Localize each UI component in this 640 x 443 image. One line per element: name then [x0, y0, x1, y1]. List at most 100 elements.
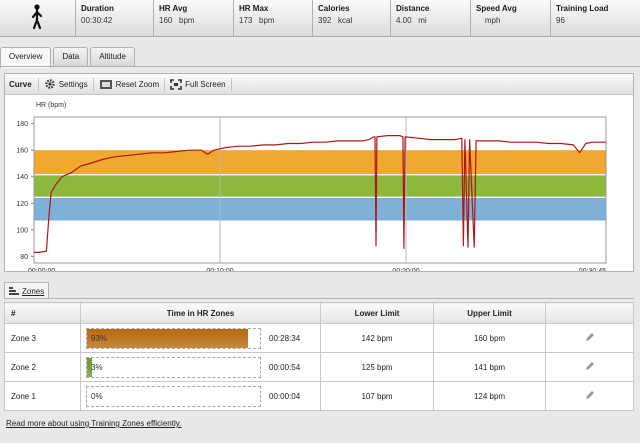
- zones-tab[interactable]: Zones: [4, 282, 50, 299]
- stat-calories: Calories 392 kcal: [313, 0, 391, 37]
- zone-lower-limit: 107 bpm: [319, 381, 435, 411]
- col-header-time-in-zone: Time in HR Zones: [80, 302, 321, 324]
- reset-zoom-button[interactable]: Reset Zoom: [94, 77, 166, 91]
- stat-value: 00:30:42: [81, 16, 113, 25]
- stat-training-load: Training Load 96: [551, 0, 640, 37]
- stat-value: 160 bpm: [159, 16, 195, 25]
- hr-zone-band: [34, 150, 606, 175]
- zone-upper-limit: 141 bpm: [433, 352, 546, 382]
- heart-rate-chart[interactable]: HR (bpm) 80 100 120 140 160 180 00:00:00 00:10:…: [5, 95, 633, 271]
- zone-progress-bar: 3%: [86, 357, 261, 378]
- y-tick-label: 180: [16, 121, 28, 128]
- reset-zoom-label: Reset Zoom: [115, 79, 160, 89]
- gear-icon: [44, 79, 55, 89]
- x-tick-label: 00:20:00: [392, 268, 419, 271]
- full-screen-icon: [170, 78, 182, 90]
- x-tick-label: 00:30:45: [579, 268, 606, 271]
- plot-frame: [33, 116, 607, 264]
- stat-label: Training Load: [556, 4, 609, 13]
- settings-label: Settings: [58, 79, 88, 89]
- col-header-lower-limit: Lower Limit: [319, 302, 435, 324]
- zone-time-cell: 93% 00:28:34: [80, 323, 321, 353]
- zone-percent: 3%: [91, 363, 103, 372]
- sport-walking-icon: [0, 0, 76, 37]
- y-axis-label: HR (bpm): [36, 102, 66, 109]
- curve-title: Curve: [9, 77, 39, 91]
- zone-progress-bar: 0%: [86, 386, 261, 407]
- zone-time: 00:00:04: [269, 392, 301, 401]
- pencil-icon[interactable]: [585, 332, 595, 342]
- heart-rate-line: [34, 135, 606, 253]
- stat-label: Distance: [396, 4, 430, 13]
- stat-label: Calories: [318, 4, 350, 13]
- hr-zone-band: [34, 175, 606, 197]
- full-screen-button[interactable]: Full Screen: [165, 77, 232, 91]
- stats-bar: Duration 00:30:42 HR Avg 160 bpm HR Max …: [0, 0, 640, 37]
- tab-overview[interactable]: Overview: [0, 47, 52, 68]
- y-tick-label: 120: [16, 201, 28, 208]
- full-screen-label: Full Screen: [185, 79, 226, 89]
- stat-hr-max: HR Max 173 bpm: [234, 0, 313, 37]
- zone-row-1: Zone 1 0% 00:00:04 107 bpm 124 bpm: [4, 381, 634, 411]
- zones-table: # Time in HR Zones Lower Limit Upper Lim…: [4, 302, 634, 411]
- stat-label: Speed Avg: [476, 4, 517, 13]
- curve-toolbar: Curve Settings Reset Zoom: [5, 74, 633, 95]
- zone-time: 00:28:34: [269, 334, 301, 343]
- zone-percent: 93%: [91, 334, 108, 343]
- zones-header-row: # Time in HR Zones Lower Limit Upper Lim…: [4, 302, 634, 324]
- x-tick-label: 00:00:00: [28, 268, 55, 271]
- col-header-upper-limit: Upper Limit: [433, 302, 546, 324]
- stat-value: 392 kcal: [318, 16, 353, 25]
- zone-progress-bar: 93%: [86, 328, 261, 349]
- stat-speed-avg: Speed Avg mph: [471, 0, 551, 37]
- zone-upper-limit: 124 bpm: [433, 381, 546, 411]
- zone-edit-cell: [545, 323, 634, 353]
- y-tick-label: 100: [16, 227, 28, 234]
- zone-time: 00:00:54: [269, 363, 301, 372]
- zone-row-2: Zone 2 3% 00:00:54 125 bpm 141 bpm: [4, 352, 634, 382]
- col-header-number: #: [4, 302, 81, 324]
- col-header-edit: [545, 302, 634, 324]
- stat-label: Duration: [81, 4, 114, 13]
- tab-bar: Overview Data Altitude: [0, 47, 137, 68]
- stat-label: HR Max: [239, 4, 269, 13]
- zone-edit-cell: [545, 381, 634, 411]
- zone-percent: 0%: [91, 392, 103, 401]
- tab-altitude[interactable]: Altitude: [90, 47, 135, 67]
- zones-bars-icon: [9, 286, 19, 295]
- tab-data[interactable]: Data: [53, 47, 89, 67]
- zones-tab-label: Zones: [22, 286, 45, 296]
- zone-row-3: Zone 3 93% 00:28:34 142 bpm 160 bpm: [4, 323, 634, 353]
- zone-time-cell: 0% 00:00:04: [80, 381, 321, 411]
- zone-name: Zone 2: [4, 352, 81, 382]
- pencil-icon[interactable]: [585, 390, 595, 400]
- y-tick-label: 160: [16, 148, 28, 155]
- zone-name: Zone 3: [4, 323, 81, 353]
- zone-edit-cell: [545, 352, 634, 382]
- stat-distance: Distance 4.00 mi: [391, 0, 471, 37]
- tabs-divider: [0, 66, 640, 67]
- stat-hr-avg: HR Avg 160 bpm: [154, 0, 234, 37]
- stat-duration: Duration 00:30:42: [76, 0, 154, 37]
- stat-value: 96: [556, 16, 565, 25]
- settings-button[interactable]: Settings: [39, 77, 94, 91]
- hr-zone-band: [34, 197, 606, 221]
- stat-value: 4.00 mi: [396, 16, 427, 25]
- y-tick-label: 80: [20, 254, 28, 261]
- zone-upper-limit: 160 bpm: [433, 323, 546, 353]
- pencil-icon[interactable]: [585, 361, 595, 371]
- curve-panel: Curve Settings Reset Zoom: [4, 73, 634, 272]
- stat-value: mph: [476, 16, 501, 25]
- zone-time-cell: 3% 00:00:54: [80, 352, 321, 382]
- zone-lower-limit: 142 bpm: [319, 323, 435, 353]
- reset-zoom-icon: [99, 79, 112, 89]
- zone-lower-limit: 125 bpm: [319, 352, 435, 382]
- x-tick-label: 00:10:00: [206, 268, 233, 271]
- zone-progress-fill: [87, 329, 248, 348]
- y-tick-label: 140: [16, 174, 28, 181]
- training-zones-help-link[interactable]: Read more about using Training Zones eff…: [6, 419, 182, 428]
- stat-label: HR Avg: [159, 4, 188, 13]
- zone-progress-fill: [87, 358, 93, 377]
- zones-divider: [4, 298, 634, 299]
- zone-name: Zone 1: [4, 381, 81, 411]
